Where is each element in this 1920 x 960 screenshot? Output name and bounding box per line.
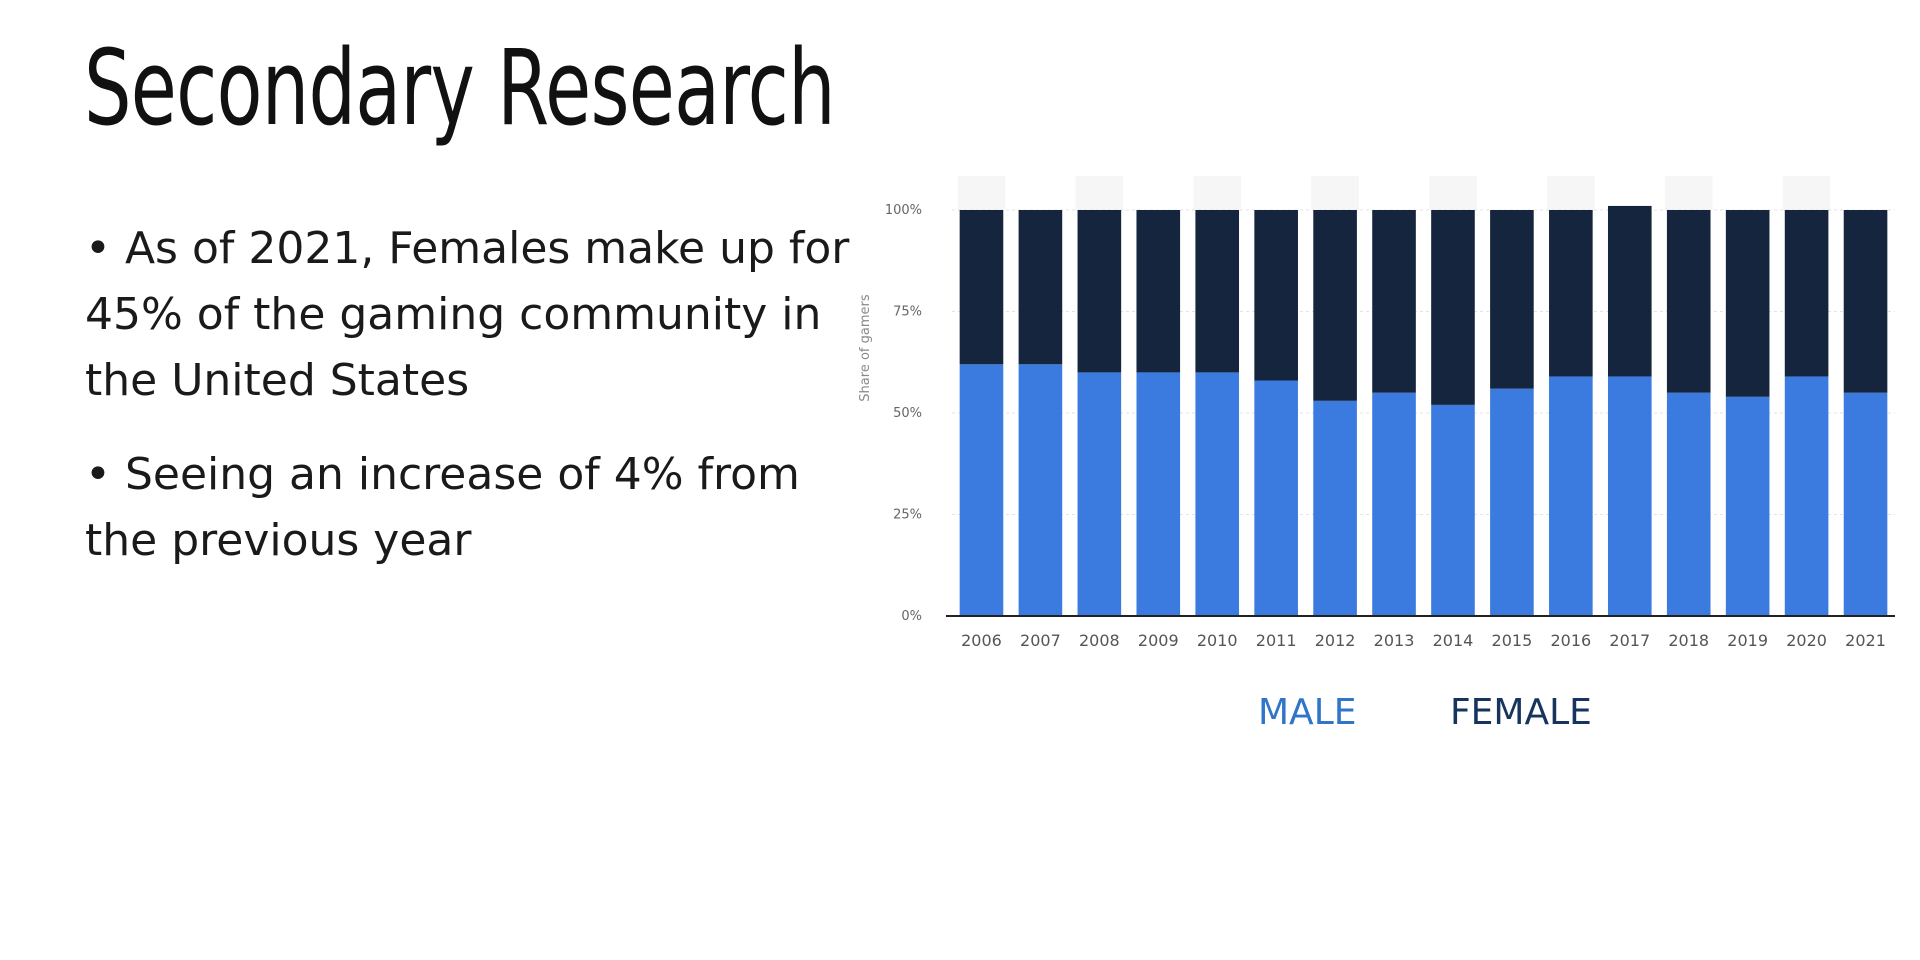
x-tick-label: 2011 (1256, 631, 1297, 650)
column-band (1311, 176, 1359, 210)
y-tick-label: 100% (885, 203, 922, 218)
x-tick-label: 2017 (1609, 631, 1650, 650)
bar-male-2020 (1784, 376, 1829, 616)
y-tick-label: 0% (901, 609, 922, 624)
slide-title: Secondary Research (84, 27, 836, 149)
bar-male-2019 (1725, 396, 1770, 616)
bullet-list: • As of 2021, Females make up for 45% of… (85, 216, 855, 602)
bar-male-2013 (1372, 392, 1416, 616)
bar-female-2008 (1077, 210, 1122, 373)
x-tick-label: 2019 (1727, 631, 1768, 650)
x-tick-label: 2021 (1845, 631, 1886, 650)
bar-male-2008 (1077, 372, 1122, 616)
bar-female-2015 (1490, 210, 1534, 389)
bar-female-2021 (1843, 210, 1888, 393)
bar-male-2017 (1607, 376, 1652, 616)
bar-female-2018 (1666, 210, 1711, 393)
bar-male-2009 (1136, 372, 1181, 616)
column-band (1193, 176, 1242, 210)
bar-female-2010 (1195, 210, 1240, 373)
bar-female-2019 (1725, 210, 1770, 397)
bar-male-2021 (1843, 392, 1888, 616)
x-tick-label: 2009 (1138, 631, 1179, 650)
bar-male-2007 (1018, 364, 1063, 616)
x-tick-label: 2016 (1550, 631, 1591, 650)
y-tick-label: 75% (893, 305, 922, 320)
bar-male-2006 (959, 364, 1004, 616)
bar-male-2015 (1490, 388, 1534, 616)
x-tick-label: 2010 (1197, 631, 1238, 650)
bar-male-2018 (1666, 392, 1711, 616)
x-tick-label: 2014 (1433, 631, 1474, 650)
bar-female-2020 (1784, 210, 1829, 377)
bar-male-2010 (1195, 372, 1240, 616)
x-tick-label: 2013 (1374, 631, 1415, 650)
y-tick-label: 25% (893, 508, 922, 523)
bar-male-2011 (1254, 380, 1298, 616)
bar-female-2011 (1254, 210, 1298, 381)
bullet-increase: • Seeing an increase of 4% from the prev… (85, 449, 800, 566)
column-band (1075, 176, 1124, 210)
y-tick-label: 50% (893, 406, 922, 421)
bullet-female-share: • As of 2021, Females make up for 45% of… (85, 223, 850, 406)
bar-female-2014 (1431, 210, 1475, 405)
chart-svg: 0% 25% 50% 75% 100% Share of gamers 2006 2007 20… (858, 176, 1895, 650)
x-tick-label: 2008 (1079, 631, 1120, 650)
bar-female-2013 (1372, 210, 1416, 393)
x-tick-label: 2020 (1786, 631, 1827, 650)
column-band (1782, 176, 1831, 210)
bar-female-2007 (1018, 210, 1063, 365)
y-axis-label: Share of gamers (858, 294, 873, 402)
x-tick-label: 2006 (961, 631, 1002, 650)
bar-female-2017 (1607, 205, 1652, 377)
column-band (1429, 176, 1477, 210)
bar-male-2014 (1431, 404, 1475, 616)
x-tick-label: 2007 (1020, 631, 1061, 650)
column-band (957, 176, 1006, 210)
bar-male-2012 (1313, 400, 1357, 616)
bar-female-2012 (1313, 210, 1357, 401)
gender-share-chart: 0% 25% 50% 75% 100% Share of gamers 2006 2007 20… (850, 170, 1920, 730)
column-band (1664, 176, 1713, 210)
legend-male: MALE (1258, 692, 1357, 733)
x-tick-label: 2015 (1492, 631, 1533, 650)
legend-female: FEMALE (1449, 692, 1592, 733)
column-band (1547, 176, 1595, 210)
x-tick-label: 2012 (1315, 631, 1356, 650)
chart-legend: MALE FEMALE (1258, 692, 1592, 733)
bar-female-2016 (1549, 210, 1593, 377)
x-tick-label: 2018 (1668, 631, 1709, 650)
bar-female-2009 (1136, 210, 1181, 373)
bar-female-2006 (959, 210, 1004, 365)
bar-male-2016 (1549, 376, 1593, 616)
